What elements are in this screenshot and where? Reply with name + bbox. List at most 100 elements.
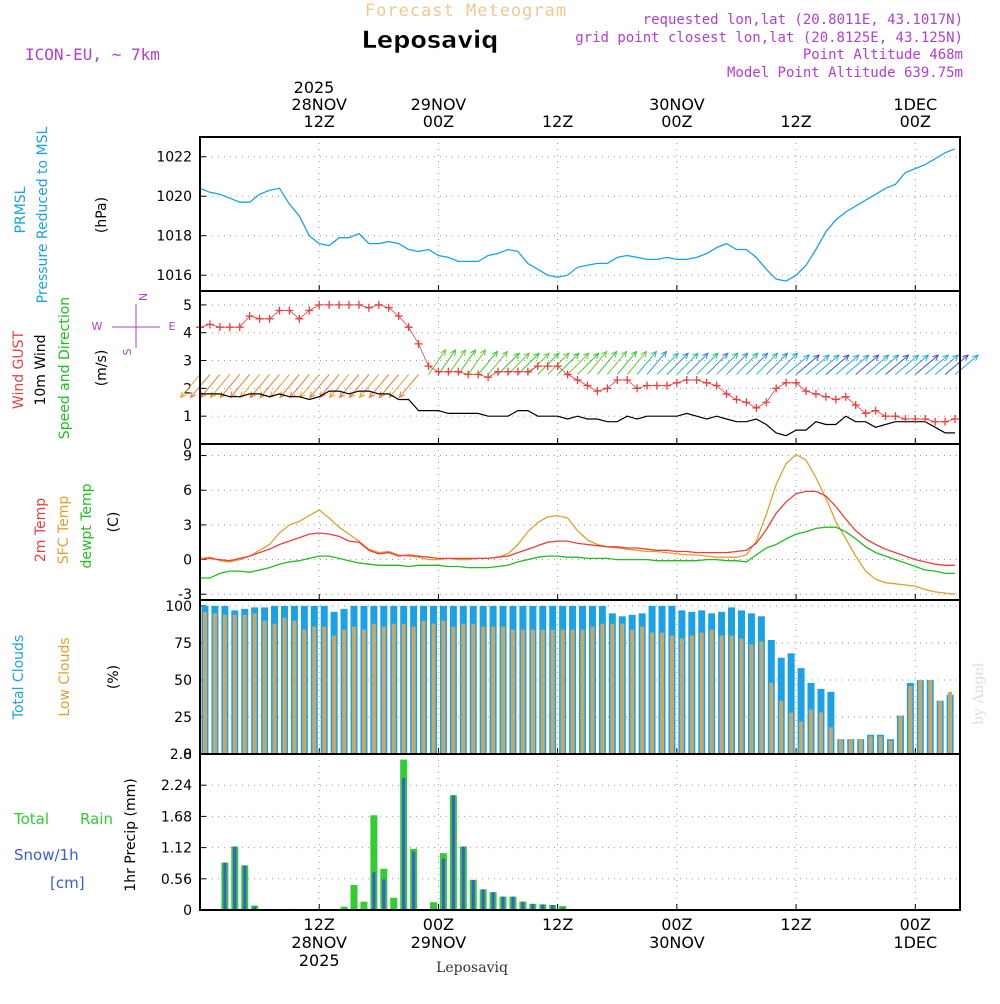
wind-direction-arrow [746,352,768,375]
wind-direction-arrow [626,351,647,375]
wind-direction-arrow [905,354,929,375]
snow-bar [451,795,455,910]
temp-frame [199,443,961,601]
wind-arrow-head [319,391,326,399]
wind-direction-arrow [359,374,380,398]
low-cloud-bar [739,638,744,754]
low-cloud-bar [510,629,515,754]
wind-direction-arrow [875,354,899,375]
gust-marker [921,414,930,423]
low-cloud-bar [560,629,565,754]
bottom-axis-day-label: 28NOV [291,933,347,952]
wind-arrow-head [328,391,336,399]
snow-bar [481,889,485,910]
gust-marker [335,300,344,309]
wind-direction-arrow [457,349,476,375]
wind-direction-arrow [616,351,637,375]
wind-direction-arrow [944,354,969,375]
snow-bar [561,907,565,910]
top-axis-day-label: 30NOV [649,95,705,114]
wind-direction-arrow [289,374,310,398]
gust-marker [821,392,830,401]
wind-arrow-head [741,352,749,360]
gust-marker [364,303,373,312]
gust-marker [871,406,880,415]
low-cloud-bar [640,626,645,754]
gust-marker [404,323,413,332]
wind-direction-arrow [517,352,540,375]
low-cloud-bar [302,629,307,754]
temp-label-2m: 2m Temp [33,498,49,562]
wind-arrow-head [620,350,628,358]
snow-bar [253,906,257,910]
wind-arrow-head [712,352,719,360]
low-cloud-bar [928,679,933,754]
wind-arrow-head [813,354,820,361]
top-axis-hour-label: 00Z [900,112,931,131]
precip-panel: 0 0.56 1.12 1.68 2.24 2.8 [161,747,961,919]
wind-arrow-head [479,348,487,356]
gust-marker [315,300,324,309]
wind-direction-arrow [805,354,830,375]
low-cloud-bar [789,712,794,754]
wind-direction-arrow [279,374,300,398]
wind-arrow-head [672,352,680,360]
wind-arrow-head [553,352,560,360]
gust-marker [454,367,463,376]
cloud-labels: Total Clouds Low Clouds (%) [11,635,122,720]
low-cloud-bar [441,620,446,754]
wind-arrow-head [501,350,509,358]
wind-direction-arrow [845,354,870,375]
grid-point-coords: grid point closest lon,lat (20.8125E, 43… [575,30,963,46]
wind-direction-arrow [388,374,410,398]
low-cloud-bar [471,623,476,754]
bottom-axis-day-label: 29NOV [411,933,467,952]
low-cloud-bar [620,623,625,754]
gust-marker [762,398,771,407]
wind-direction-arrow [895,354,919,375]
rain-bar [370,815,378,910]
wind-direction-arrow [785,354,810,375]
wind-direction-arrow [855,354,879,375]
wind-arrow-head [338,391,346,399]
gust-marker [722,389,731,398]
wind-arrow-head [731,352,739,360]
low-cloud-bar [759,641,764,754]
low-cloud-bar [580,629,585,754]
gust-marker [285,306,294,315]
precip-label-cm: [cm] [50,874,85,892]
precip-label-rain: Rain [80,810,113,828]
wind-arrow-head [491,350,499,358]
compass-rose: N S W E [92,293,176,356]
wind-arrow-head [450,348,457,356]
snow-bar [471,879,475,910]
wind-direction-arrow [507,352,530,375]
gust-marker [623,376,632,385]
pressure-ytick-label: 1018 [156,229,192,245]
gust-marker [464,370,473,379]
wind-direction-arrow [557,352,580,375]
wind-arrow-head [660,350,668,358]
temp-label-dewpt: dewpt Temp [79,483,95,568]
wind-unit: (m/s) [94,350,110,387]
gust-marker [305,306,314,315]
pressure-ytick-label: 1020 [156,189,192,205]
pressure-label-prmsl: PRMSL [13,186,29,233]
bottom-axis-hour-label: 00Z [900,915,931,934]
model-label: ICON-EU, ~ 7km [25,45,160,64]
pressure-label-full: Pressure Reduced to MSL [35,126,51,303]
wind-arrow-head [952,354,960,361]
wind-direction-arrow [706,352,729,375]
wind-label-gust: Wind GUST [11,330,27,409]
gust-marker [503,367,512,376]
gust-marker [772,384,781,393]
top-axis-hour-label: 12Z [780,112,811,131]
snow-bar [461,846,465,910]
snow-bar [501,896,505,910]
pressure-line [199,148,956,282]
low-cloud-bar [689,635,694,754]
gust-marker [692,376,701,385]
low-cloud-bar [481,626,486,754]
total-cloud-bar [787,653,795,754]
low-cloud-bar [828,727,833,754]
